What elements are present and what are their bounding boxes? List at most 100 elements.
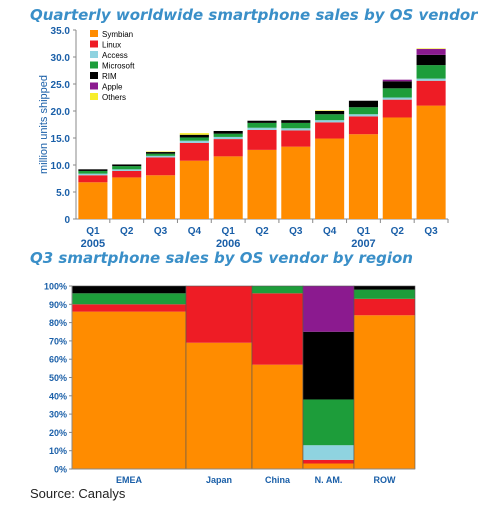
chart1-bar-linux-6 (281, 130, 311, 147)
chart1-year-label: 2006 (216, 238, 240, 250)
chart1-legend-swatch-symbian (90, 30, 98, 37)
chart1-bar-symbian-6 (281, 146, 311, 219)
chart2-bar-access-n-am (303, 445, 354, 460)
chart1-legend-label-linux: Linux (102, 41, 121, 50)
chart1-y-tick-label: 10.0 (51, 161, 71, 172)
chart1-bar-rim-9 (382, 81, 412, 89)
chart2-bar-microsoft-china (252, 286, 303, 294)
source-note: Source: Canalys (30, 486, 126, 501)
chart2-bar-symbian-emea (72, 311, 186, 469)
chart1-bar-rim-4 (213, 130, 243, 134)
chart1-bar-linux-8 (348, 116, 378, 135)
chart1-y-tick-label: 20.0 (51, 107, 71, 118)
chart1-legend-swatch-access (90, 51, 98, 58)
chart1-bar-symbian-4 (213, 156, 243, 219)
chart1-x-tick-label: Q4 (323, 226, 337, 237)
chart1-bar-rim-10 (416, 54, 446, 66)
chart2-x-tick-label: N. AM. (315, 475, 343, 485)
chart2-bar-rim-emea (72, 286, 186, 294)
chart1-bar-others-10 (416, 48, 446, 49)
chart2-title: Q3 smartphone sales by OS vendor by regi… (30, 249, 413, 267)
chart1-bar-rim-5 (247, 120, 277, 123)
chart1-bar-linux-0 (78, 175, 108, 183)
chart1-bar-microsoft-2 (146, 153, 176, 156)
chart1-bar-microsoft-4 (213, 133, 243, 137)
chart2-bar-linux-n-am (303, 459, 354, 464)
chart1-y-tick-label: 5.0 (56, 188, 70, 199)
chart1-bar-rim-6 (281, 120, 311, 123)
chart2-bar-microsoft-n-am (303, 399, 354, 446)
chart1-y-tick-label: 0 (64, 215, 70, 226)
chart1-bar-apple-10 (416, 48, 446, 55)
chart1-bar-linux-2 (146, 157, 176, 176)
chart1-bar-others-7 (315, 110, 345, 111)
chart1-bar-access-8 (348, 114, 378, 117)
chart1-bar-symbian-8 (348, 134, 378, 219)
chart1-bar-symbian-7 (315, 138, 345, 219)
chart1-bar-microsoft-9 (382, 88, 412, 98)
chart1-y-tick-label: 25.0 (51, 80, 71, 91)
chart1-legend-label-apple: Apple (102, 83, 123, 92)
chart1-bar-rim-7 (315, 111, 345, 115)
chart1-legend-swatch-microsoft (90, 61, 98, 69)
chart2-bar-rim-n-am (303, 331, 354, 400)
chart1-bar-symbian-9 (382, 117, 412, 219)
chart2-x-tick-label: EMEA (116, 475, 143, 485)
chart2-y-tick-label: 80% (49, 318, 67, 328)
chart1-bar-microsoft-3 (179, 137, 209, 141)
chart1-bar-rim-1 (112, 164, 142, 167)
chart2-y-tick-label: 0% (54, 465, 67, 475)
chart1-bar-access-0 (78, 173, 108, 176)
chart1-bar-microsoft-0 (78, 170, 108, 174)
chart1-legend-swatch-linux (90, 40, 98, 48)
chart2-bar-microsoft-emea (72, 293, 186, 305)
chart1-x-tick-label: Q2 (391, 226, 405, 237)
chart1-y-tick-label: 15.0 (51, 134, 71, 145)
chart1-y-axis-label: million units shipped (38, 75, 50, 174)
chart1-x-tick-label: Q3 (424, 226, 438, 237)
chart1-bar-linux-5 (247, 129, 277, 150)
chart2-y-tick-label: 30% (49, 410, 67, 420)
chart1-bar-apple-9 (382, 79, 412, 82)
chart1-bar-linux-10 (416, 80, 446, 106)
chart1-bar-symbian-10 (416, 105, 446, 219)
chart2-y-tick-label: 100% (44, 282, 67, 292)
chart2-y-tick-label: 40% (49, 391, 67, 401)
chart2-x-tick-label: ROW (374, 475, 397, 485)
chart1-bar-others-2 (146, 151, 176, 153)
chart1-bar-symbian-0 (78, 182, 108, 219)
chart2-y-tick-label: 20% (49, 428, 67, 438)
chart1-bar-access-3 (179, 140, 209, 143)
chart1-legend-label-microsoft: Microsoft (102, 62, 135, 71)
chart2-y-tick-label: 70% (49, 336, 67, 346)
chart1-legend-swatch-rim (90, 72, 98, 79)
chart2-bar-microsoft-row (354, 289, 415, 299)
chart1-bar-symbian-1 (112, 177, 142, 219)
chart1-y-tick-label: 35.0 (51, 26, 71, 37)
chart2-bar-linux-japan (186, 286, 252, 343)
chart1-year-label: 2007 (351, 238, 375, 250)
chart1-bar-access-4 (213, 136, 243, 140)
chart1-bar-access-10 (416, 78, 446, 81)
chart1-bar-linux-4 (213, 139, 243, 157)
chart2-bar-symbian-japan (186, 342, 252, 469)
chart2-y-tick-label: 50% (49, 373, 67, 383)
chart1-x-tick-label: Q1 (357, 226, 371, 237)
chart1-bar-access-9 (382, 97, 412, 100)
chart1-x-tick-label: Q4 (188, 226, 202, 237)
chart1-bar-rim-2 (146, 152, 176, 154)
chart1-bar-linux-9 (382, 99, 412, 118)
chart1-legend-label-symbian: Symbian (102, 30, 133, 39)
chart1-bar-linux-1 (112, 170, 142, 178)
chart2-y-tick-label: 10% (49, 446, 67, 456)
chart2-bar-symbian-china (252, 364, 303, 469)
chart1-bar-microsoft-1 (112, 166, 142, 170)
chart1-bar-symbian-2 (146, 175, 176, 219)
chart1-bar-access-5 (247, 127, 277, 130)
chart1-year-label: 2005 (81, 238, 105, 250)
chart1-bar-microsoft-8 (348, 107, 378, 115)
chart2-bar-linux-china (252, 293, 303, 365)
chart1-bar-microsoft-7 (315, 114, 345, 121)
chart1-bar-microsoft-5 (247, 122, 277, 128)
